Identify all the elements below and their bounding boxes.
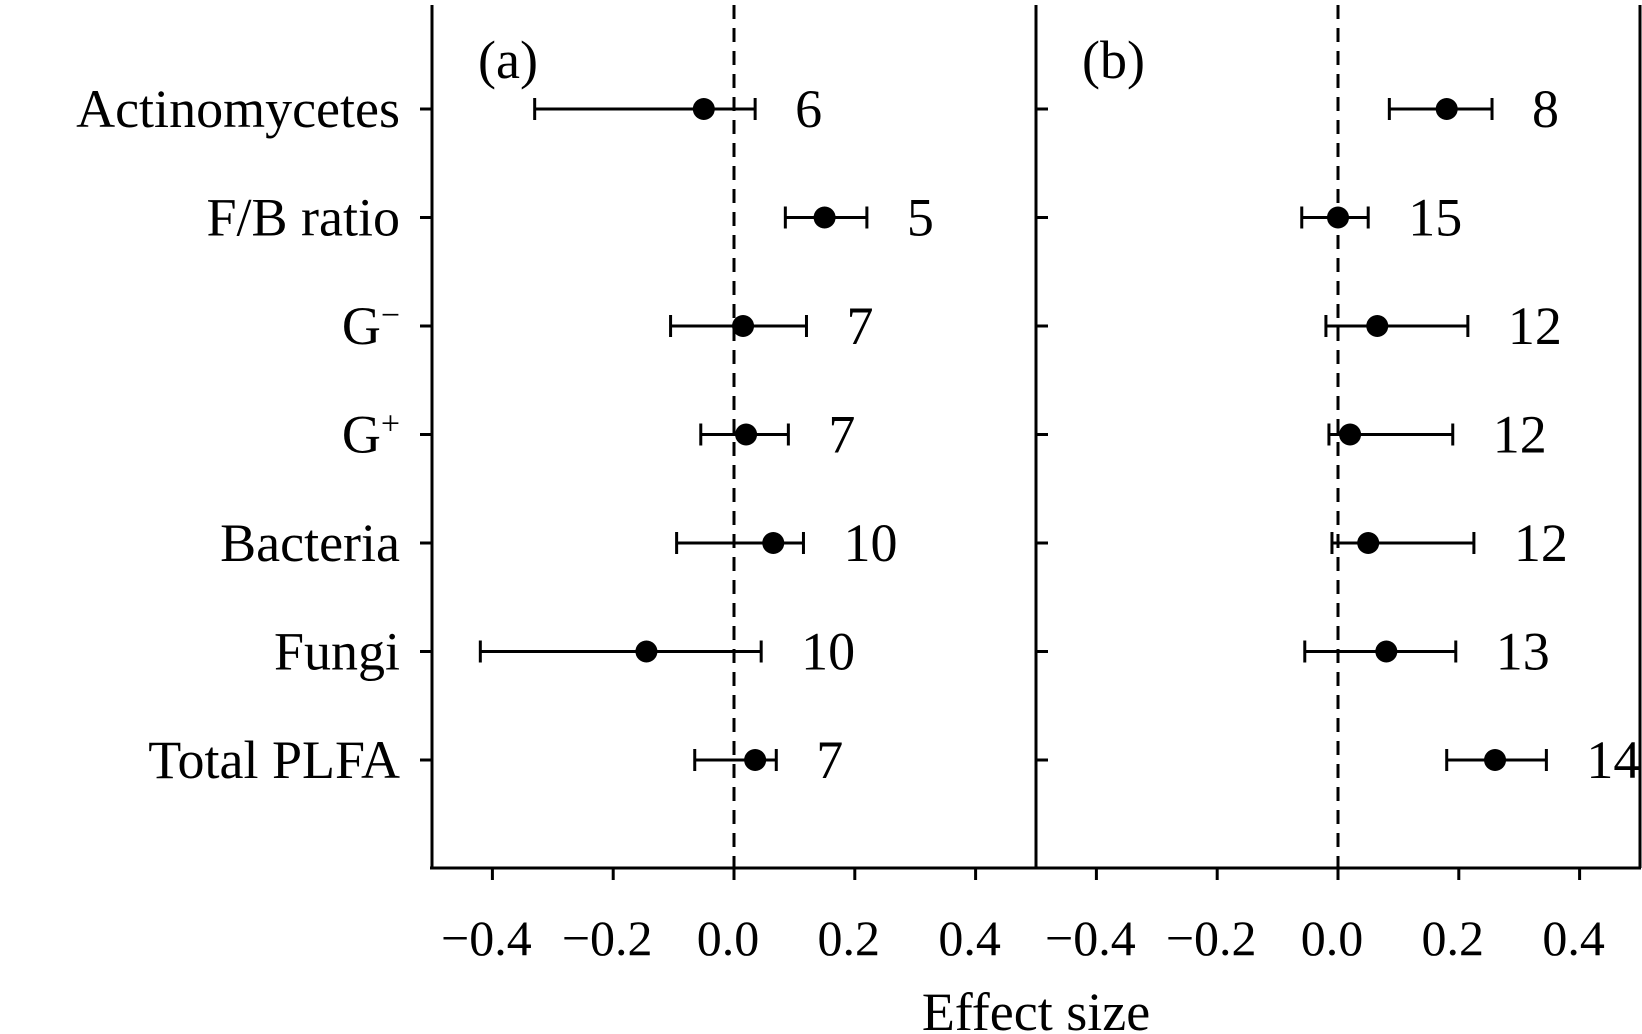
x-tick-label: −0.4: [441, 910, 532, 966]
sample-size-label: 14: [1586, 730, 1640, 790]
x-tick-label: 0.0: [1301, 910, 1364, 966]
sample-size-label: 12: [1508, 296, 1562, 356]
category-label: F/B ratio: [206, 188, 400, 248]
sample-size-label: 6: [795, 79, 822, 139]
category-label: G−: [342, 296, 400, 356]
x-tick-label: 0.4: [1542, 910, 1605, 966]
sample-size-label: 5: [907, 188, 934, 248]
sample-size-label: 7: [816, 730, 843, 790]
mean-point: [1327, 206, 1349, 229]
x-tick-label: 0.4: [938, 910, 1001, 966]
panel-label: (a): [478, 30, 538, 90]
mean-point: [732, 315, 755, 337]
sample-size-label: 12: [1514, 513, 1568, 573]
x-axis-title: Effect size: [922, 982, 1150, 1034]
category-label: G+: [342, 405, 400, 465]
mean-point: [1366, 315, 1389, 337]
mean-point: [692, 98, 715, 120]
sample-size-label: 7: [846, 296, 873, 356]
category-label: Bacteria: [220, 513, 400, 573]
sample-size-label: 12: [1493, 405, 1547, 465]
category-label: Actinomycetes: [76, 79, 400, 139]
sample-size-label: 10: [801, 622, 855, 682]
mean-point: [1357, 532, 1380, 554]
x-tick-label: 0.2: [818, 910, 881, 966]
mean-point: [762, 532, 785, 554]
mean-point: [744, 749, 767, 771]
mean-point: [1339, 423, 1362, 446]
panel-label: (b): [1082, 30, 1145, 90]
mean-point: [635, 640, 658, 663]
category-label: Total PLFA: [148, 730, 400, 790]
x-tick-label: 0.2: [1422, 910, 1485, 966]
mean-point: [1435, 98, 1458, 120]
sample-size-label: 7: [828, 405, 855, 465]
x-tick-label: 0.0: [697, 910, 760, 966]
sample-size-label: 10: [843, 513, 897, 573]
sample-size-label: 13: [1496, 622, 1550, 682]
mean-point: [1484, 749, 1507, 771]
x-tick-label: −0.2: [1166, 910, 1257, 966]
mean-point: [1375, 640, 1398, 663]
sample-size-label: 15: [1408, 188, 1462, 248]
x-tick-label: −0.4: [1045, 910, 1136, 966]
mean-point: [813, 206, 836, 229]
mean-point: [735, 423, 758, 446]
sample-size-label: 8: [1532, 79, 1559, 139]
category-label: Fungi: [274, 622, 400, 682]
x-tick-label: −0.2: [562, 910, 653, 966]
